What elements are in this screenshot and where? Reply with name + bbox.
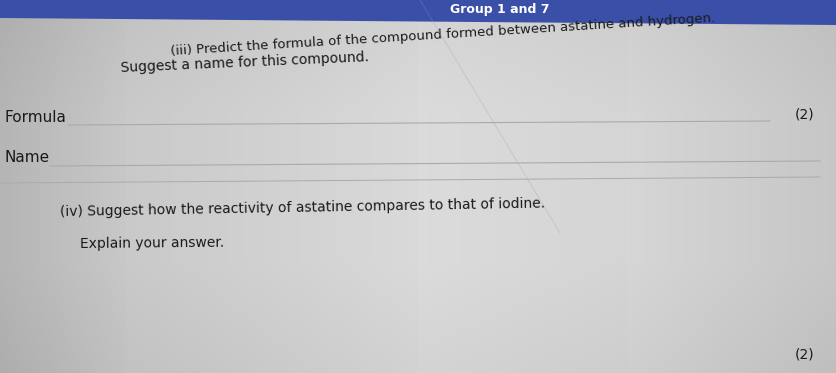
Text: Suggest a name for this compound.: Suggest a name for this compound. bbox=[120, 51, 369, 75]
Text: Formula: Formula bbox=[5, 110, 67, 125]
Polygon shape bbox=[0, 0, 836, 25]
Text: Name: Name bbox=[5, 150, 50, 166]
Text: Group 1 and 7: Group 1 and 7 bbox=[451, 3, 550, 16]
Text: (iv) Suggest how the reactivity of astatine compares to that of iodine.: (iv) Suggest how the reactivity of astat… bbox=[60, 197, 545, 219]
Text: (2): (2) bbox=[795, 348, 814, 362]
Text: (2): (2) bbox=[795, 108, 814, 122]
Text: Explain your answer.: Explain your answer. bbox=[80, 235, 224, 251]
Text: (iii) Predict the formula of the compound formed between astatine and hydrogen.: (iii) Predict the formula of the compoun… bbox=[170, 12, 716, 58]
